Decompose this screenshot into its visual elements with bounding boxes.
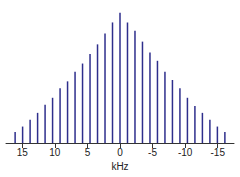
svg-text:5: 5 [85,147,91,158]
svg-text:-10: -10 [178,147,193,158]
svg-text:kHz: kHz [111,161,128,172]
svg-text:15: 15 [17,147,29,158]
svg-text:10: 10 [49,147,61,158]
svg-text:0: 0 [117,147,123,158]
svg-text:-5: -5 [148,147,157,158]
svg-text:-15: -15 [210,147,225,158]
